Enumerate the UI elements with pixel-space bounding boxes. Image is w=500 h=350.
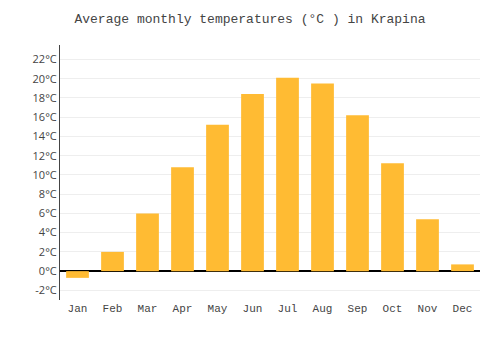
svg-text:Feb: Feb — [103, 303, 123, 315]
svg-text:Nov: Nov — [418, 303, 438, 315]
svg-text:May: May — [208, 303, 228, 315]
svg-text:Dec: Dec — [453, 303, 473, 315]
svg-text:10°C: 10°C — [33, 167, 57, 182]
svg-text:20°C: 20°C — [33, 71, 57, 86]
svg-text:Jan: Jan — [68, 303, 88, 315]
svg-text:Apr: Apr — [173, 303, 193, 315]
svg-text:Oct: Oct — [383, 303, 403, 315]
svg-text:Jul: Jul — [278, 303, 298, 315]
svg-text:12°C: 12°C — [33, 148, 57, 163]
svg-text:0°C: 0°C — [39, 263, 57, 278]
svg-text:22°C: 22°C — [33, 51, 57, 66]
svg-text:Mar: Mar — [138, 303, 158, 315]
svg-text:-2°C: -2°C — [35, 282, 57, 297]
svg-text:16°C: 16°C — [33, 109, 57, 124]
svg-text:18°C: 18°C — [33, 90, 57, 105]
svg-text:Sep: Sep — [348, 303, 368, 315]
svg-text:Aug: Aug — [313, 303, 333, 315]
svg-text:8°C: 8°C — [39, 186, 57, 201]
svg-text:2°C: 2°C — [39, 244, 57, 259]
svg-text:Jun: Jun — [243, 303, 263, 315]
svg-text:14°C: 14°C — [33, 128, 57, 143]
svg-text:6°C: 6°C — [39, 205, 57, 220]
svg-text:Average monthly temperatures (: Average monthly temperatures (°C ) in Kr… — [74, 12, 425, 27]
svg-text:4°C: 4°C — [39, 224, 57, 239]
